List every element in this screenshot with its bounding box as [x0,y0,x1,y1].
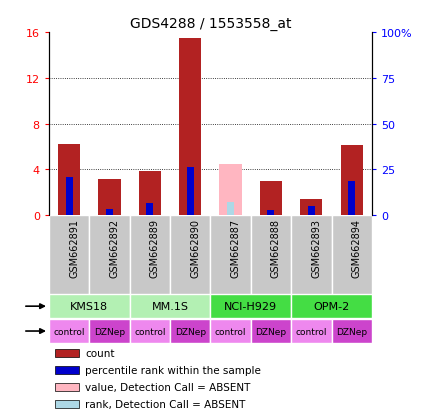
FancyBboxPatch shape [49,294,130,318]
Bar [98,179,121,216]
Text: DZNep: DZNep [175,327,206,336]
Text: DZNep: DZNep [336,327,367,336]
Text: GSM662892: GSM662892 [109,218,119,277]
Title: GDS4288 / 1553558_at: GDS4288 / 1553558_at [130,17,291,31]
Text: GSM662887: GSM662887 [230,218,241,277]
Text: GSM662893: GSM662893 [311,218,321,277]
Text: value, Detection Call = ABSENT: value, Detection Call = ABSENT [85,382,250,392]
Bar [106,209,113,216]
Bar [58,145,80,216]
Bar [267,210,275,216]
Bar [55,350,79,357]
FancyBboxPatch shape [130,294,210,318]
Text: KMS18: KMS18 [70,301,108,311]
Text: GSM662888: GSM662888 [271,218,281,277]
Bar [300,200,323,216]
Text: GSM662890: GSM662890 [190,218,200,277]
FancyBboxPatch shape [251,319,291,343]
Text: DZNep: DZNep [94,327,125,336]
Text: control: control [295,327,327,336]
Text: GSM662894: GSM662894 [351,218,362,277]
Bar [227,202,234,216]
Bar [348,181,355,216]
FancyBboxPatch shape [89,216,130,294]
Bar [55,384,79,391]
FancyBboxPatch shape [251,216,291,294]
FancyBboxPatch shape [49,319,89,343]
FancyBboxPatch shape [49,216,89,294]
Bar [308,206,315,216]
Text: GSM662889: GSM662889 [150,218,160,277]
Bar [340,146,363,216]
Bar [219,164,242,216]
Bar [55,401,79,408]
Text: DZNep: DZNep [255,327,286,336]
Text: MM.1S: MM.1S [151,301,189,311]
Bar [65,178,73,216]
FancyBboxPatch shape [170,319,210,343]
Text: OPM-2: OPM-2 [313,301,350,311]
FancyBboxPatch shape [291,294,372,318]
FancyBboxPatch shape [332,216,372,294]
FancyBboxPatch shape [291,319,332,343]
FancyBboxPatch shape [210,319,251,343]
FancyBboxPatch shape [210,216,251,294]
FancyBboxPatch shape [170,216,210,294]
Bar [139,171,161,216]
FancyBboxPatch shape [291,216,332,294]
Text: GSM662891: GSM662891 [69,218,79,277]
FancyBboxPatch shape [130,319,170,343]
Text: NCI-H929: NCI-H929 [224,301,277,311]
Text: rank, Detection Call = ABSENT: rank, Detection Call = ABSENT [85,399,245,409]
FancyBboxPatch shape [332,319,372,343]
Bar [179,39,201,216]
FancyBboxPatch shape [130,216,170,294]
Text: control: control [53,327,85,336]
Bar [187,168,194,216]
FancyBboxPatch shape [89,319,130,343]
Text: percentile rank within the sample: percentile rank within the sample [85,365,261,375]
Text: count: count [85,348,115,358]
Bar [55,367,79,374]
Bar [146,203,153,216]
Text: control: control [134,327,166,336]
Bar [260,181,282,216]
FancyBboxPatch shape [210,294,291,318]
Text: control: control [215,327,246,336]
